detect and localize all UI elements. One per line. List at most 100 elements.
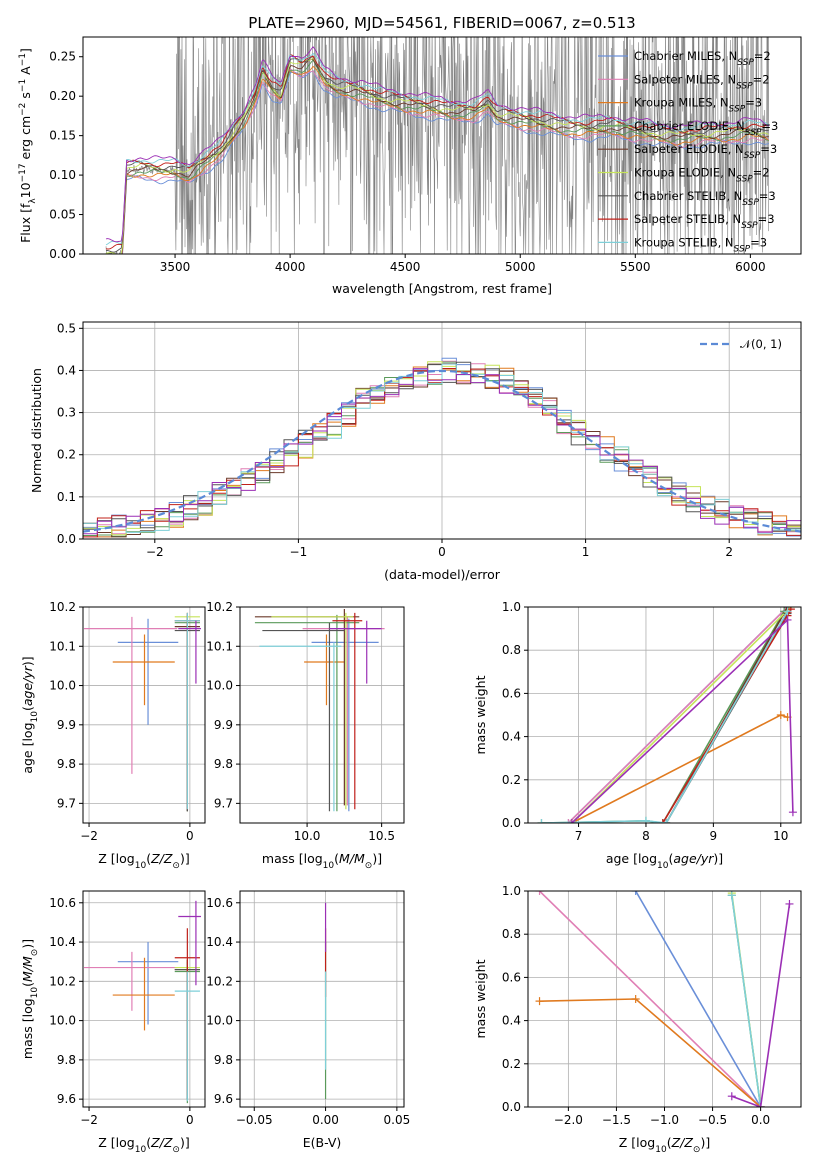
weight-marker xyxy=(783,615,792,624)
y-tick-label: 0.4 xyxy=(502,1014,521,1028)
weight-marker xyxy=(788,808,797,817)
legend-entry: Salpeter ELODIE, NSSP=3 xyxy=(634,142,777,161)
residual-histogram-8 xyxy=(83,363,801,535)
axes-frame xyxy=(82,321,802,540)
residual-histogram-0 xyxy=(83,357,801,538)
y-tick-label: 10.6 xyxy=(49,896,76,910)
y-tick-label: 10.0 xyxy=(206,1014,233,1028)
spectrum-xlabel: wavelength [Angstrom, rest frame] xyxy=(332,281,552,296)
weight-marker xyxy=(631,995,640,1003)
y-tick-label: 0.0 xyxy=(502,1100,521,1114)
y-tick-label: 10.0 xyxy=(49,1014,76,1028)
mass-vs-Z-xlabel: Z [log10(Z/Z⊙)] xyxy=(98,1135,189,1155)
errorbar-point xyxy=(174,971,200,1102)
y-tick-label: 0.3 xyxy=(57,406,76,420)
x-tick-label: −0.5 xyxy=(698,1113,727,1127)
errorbar-point xyxy=(178,900,201,986)
weight-marker xyxy=(535,891,544,895)
spectrum-lines xyxy=(105,37,770,254)
legend-entry: Kroupa MILES, NSSP=3 xyxy=(634,96,762,115)
chart-residuals: −2 −1 0 1 2 0.0 0.1 0.2 0.3 0.4 0.5 (data-model)/er… xyxy=(29,321,802,582)
model-line-6 xyxy=(105,55,769,253)
errorbar-point xyxy=(329,620,382,684)
residual-histogram-9 xyxy=(83,368,801,535)
x-tick-label: 8 xyxy=(642,829,650,843)
y-tick-label: 0.2 xyxy=(57,448,76,462)
x-tick-label: 5000 xyxy=(505,260,536,274)
y-tick-label: 9.8 xyxy=(214,757,233,771)
errorbar-point xyxy=(117,942,179,1025)
legend-entry: Chabrier ELODIE, NSSP=3 xyxy=(634,119,778,138)
y-tick-label: 0.15 xyxy=(49,129,76,143)
y-tick-label: 10.2 xyxy=(206,974,233,988)
y-tick-label: 10.0 xyxy=(206,679,233,693)
weight-marker xyxy=(776,711,785,719)
weight-marker xyxy=(783,607,792,616)
errorbars xyxy=(254,608,385,812)
y-tick-label: 9.8 xyxy=(57,1053,76,1067)
x-tick-label: 6000 xyxy=(735,260,766,274)
errorbars xyxy=(84,612,201,812)
x-tick-label: 3500 xyxy=(160,260,191,274)
y-tick-label: 9.9 xyxy=(214,718,233,732)
y-tick-label: 9.6 xyxy=(214,1092,233,1106)
weight-marker xyxy=(662,819,671,823)
weight-line-9 xyxy=(731,903,791,1107)
normal-reference-curve xyxy=(83,369,801,533)
weight-line-1 xyxy=(567,607,789,823)
x-tick-label: 9 xyxy=(710,829,718,843)
weight-marker xyxy=(658,819,667,823)
errorbar-point xyxy=(304,634,345,706)
weight-line-8 xyxy=(731,895,762,1107)
y-tick-label: 0.0 xyxy=(502,816,521,830)
errorbar-point xyxy=(271,612,354,810)
y-tick-label: 0.4 xyxy=(57,363,76,377)
x-tick-label: 10 xyxy=(773,829,788,843)
errorbar-point xyxy=(178,620,201,684)
axes-frame xyxy=(239,890,405,1108)
y-tick-label: 10.1 xyxy=(49,639,76,653)
weight-marker xyxy=(756,1103,765,1107)
model-line-0 xyxy=(121,70,769,254)
legend-entry: Kroupa STELIB, NSSP=3 xyxy=(634,235,767,254)
x-tick-label: −1.0 xyxy=(650,1113,679,1127)
errorbar-point xyxy=(302,616,385,806)
x-tick-label: 0 xyxy=(438,545,446,559)
weight-line-2 xyxy=(539,998,762,1107)
y-tick-label: 10.4 xyxy=(49,935,76,949)
y-tick-label: 9.8 xyxy=(57,757,76,771)
age-vs-mass-xlabel: mass [log10(M/M⊙)] xyxy=(262,851,382,871)
mass-vs-ebv-xlabel: E(B-V) xyxy=(303,1135,342,1150)
errorbar-point xyxy=(311,618,379,812)
errorbar-point xyxy=(84,951,178,1011)
legend: Chabrier MILES, NSSP=2 Salpeter MILES, NS… xyxy=(598,49,778,254)
x-tick-label: 5500 xyxy=(620,260,651,274)
x-tick-label: −2 xyxy=(80,829,98,843)
residuals-ylabel: Normed distribution xyxy=(29,368,44,493)
y-tick-label: 0.00 xyxy=(49,247,76,261)
weight-marker xyxy=(535,997,544,1006)
y-tick-label: 0.8 xyxy=(502,643,521,657)
x-tick-label: 10.5 xyxy=(368,829,395,843)
x-tick-label: 0 xyxy=(186,1113,194,1127)
x-tick-label: −2 xyxy=(146,545,164,559)
y-tick-label: 0.5 xyxy=(57,321,76,335)
mass-vs-Z-ylabel: mass [log10(M/M⊙)] xyxy=(20,939,40,1059)
y-tick-label: 0.10 xyxy=(49,168,76,182)
weight-line-2 xyxy=(571,714,788,823)
chart-weight_vs_age: 7 8 9 10 0.0 0.2 0.4 0.6 0.8 1.0 age [log10(age/yr… xyxy=(473,600,802,871)
x-tick-label: 4000 xyxy=(275,260,306,274)
y-tick-label: 0.4 xyxy=(502,730,521,744)
errorbar-point xyxy=(254,614,360,812)
x-tick-label: 1 xyxy=(582,545,590,559)
y-tick-label: 10.2 xyxy=(49,974,76,988)
age-vs-Z-xlabel: Z [log10(Z/Z⊙)] xyxy=(98,851,189,871)
x-tick-label: −1 xyxy=(290,545,308,559)
weight-marker xyxy=(567,819,576,823)
model-line-5 xyxy=(105,57,769,254)
weight-line-8 xyxy=(541,610,789,823)
y-tick-label: 0.8 xyxy=(502,927,521,941)
y-tick-label: 10.0 xyxy=(49,679,76,693)
x-tick-label: −2.0 xyxy=(554,1113,583,1127)
